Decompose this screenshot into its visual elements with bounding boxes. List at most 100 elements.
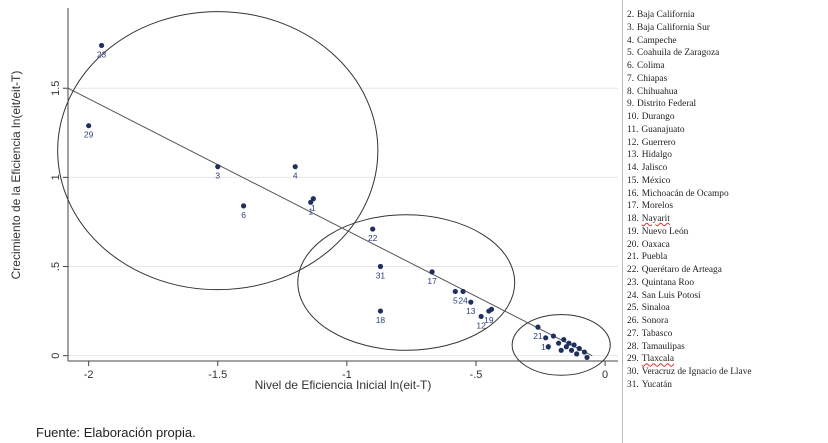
legend-item-name: Morelos — [641, 201, 673, 212]
cluster-ellipse — [57, 11, 379, 291]
legend-item-number: 21. — [627, 252, 639, 263]
legend-item-name: Sonora — [641, 316, 669, 326]
legend-item-number: 18. — [627, 214, 639, 224]
legend-item-name: Baja California Sur — [637, 22, 710, 33]
legend-item: 10. Durango — [627, 111, 828, 124]
legend-item: 13. Hidalgo — [627, 149, 828, 162]
gridlines — [68, 87, 618, 357]
legend-item-name: Querétaro de Arteaga — [641, 265, 722, 275]
data-point — [488, 306, 495, 312]
legend-item-number: 28. — [627, 341, 639, 352]
data-point — [377, 263, 384, 270]
legend-item-name: Jalisco — [641, 163, 668, 173]
x-tick-label: -1 — [342, 369, 352, 381]
legend-item: 22. Querétaro de Arteaga — [627, 264, 828, 277]
legend-item-name: Guanajuato — [641, 124, 685, 135]
legend-item: 31. Yucatán — [627, 379, 828, 392]
legend-item: 6. Colima — [627, 60, 828, 73]
source-note: Fuente: Elaboración propia. — [36, 425, 196, 440]
legend-item-number: 2. — [627, 10, 635, 20]
data-point — [576, 345, 582, 352]
data-point — [558, 347, 564, 353]
data-point — [571, 342, 577, 348]
legend-item: 7. Chiapas — [627, 73, 828, 86]
legend-item: 8. Chihuahua — [627, 86, 828, 99]
legend-item: 28. Tamaulipas — [627, 341, 828, 354]
legend-item-number: 23. — [627, 277, 639, 288]
point-label: 24 — [458, 295, 468, 305]
point-label: 6 — [241, 210, 246, 220]
scatter-chart: 0 .5 1 1.5 -2 -1.5 -1 -.5 0 23 29 3 4 6 1 1 22 31 17 18 5 24… — [9, 8, 618, 392]
point-label: 12 — [476, 320, 486, 330]
data-point — [86, 123, 92, 129]
legend-item-name: Quintana Roo — [641, 277, 695, 288]
data-point — [377, 308, 384, 314]
data-point — [308, 199, 314, 205]
legend-item-name: Distrito Federal — [637, 99, 697, 110]
legend-item: 12. Guerrero — [627, 137, 828, 150]
data-point — [566, 340, 572, 346]
data-point — [574, 351, 580, 357]
legend-list: 2. Baja California 3. Baja California Sur 4.… — [627, 9, 828, 392]
legend-item-name: Nayarit — [641, 214, 670, 224]
legend-item-number: 27. — [627, 328, 639, 339]
y-tick-label: .5 — [50, 262, 62, 271]
data-point — [568, 347, 575, 353]
y-tick-label: 1.5 — [50, 81, 62, 96]
data-point — [543, 335, 549, 341]
legend-item: 30. Veracruz de Ignacio de Llave — [627, 366, 828, 379]
fit-line-group — [67, 87, 593, 357]
legend-item: 26. Sonora — [627, 315, 828, 328]
legend-item-name: Durango — [641, 112, 675, 122]
cluster-ellipse — [511, 314, 611, 376]
x-tick-label: -1.5 — [208, 369, 227, 381]
point-label: 21 — [533, 331, 543, 341]
legend-item-number: 8. — [627, 86, 635, 97]
data-point — [292, 164, 298, 170]
legend-item-name: México — [641, 175, 671, 186]
legend-item-number: 5. — [627, 48, 635, 59]
data-point — [310, 196, 316, 202]
data-point — [581, 349, 588, 355]
point-label: 3 — [215, 171, 220, 181]
data-point — [556, 340, 562, 346]
legend-item-name: Oaxaca — [641, 239, 670, 250]
point-label: 29 — [84, 130, 94, 140]
data-point — [468, 299, 474, 305]
data-point — [452, 288, 458, 295]
legend-item: 23. Quintana Roo — [627, 277, 828, 290]
legend-item-name: San Luis Potosí — [641, 290, 701, 301]
y-tick-label: 1 — [50, 174, 62, 180]
legend-item: 27. Tabasco — [627, 328, 828, 341]
legend-item-number: 24. — [627, 290, 639, 301]
legend-item: 20. Oaxaca — [627, 239, 828, 252]
legend-panel: 2. Baja California 3. Baja California Sur 4.… — [622, 0, 828, 443]
x-axis-title: Nivel de Eficiencia Inicial ln(eit-T) — [255, 378, 432, 392]
legend-item-name: Tamaulipas — [641, 341, 685, 352]
data-point — [563, 344, 569, 350]
x-tick-label: 0 — [602, 369, 608, 381]
legend-item-name: Puebla — [641, 252, 668, 263]
point-label: 17 — [427, 276, 437, 286]
legend-item-number: 25. — [627, 303, 639, 314]
legend-item-number: 3. — [627, 22, 635, 33]
legend-item: 17. Morelos — [627, 200, 828, 213]
data-point — [535, 324, 541, 330]
point-label: 23 — [97, 49, 107, 59]
legend-item-number: 29. — [627, 354, 639, 365]
legend-item-number: 16. — [627, 188, 639, 199]
legend-item-name: Guerrero — [641, 137, 676, 148]
point-label: 13 — [466, 306, 476, 316]
legend-item: 18. Nayarit — [627, 213, 828, 226]
legend-item: 5. Coahuila de Zaragoza — [627, 47, 828, 60]
legend-item-number: 7. — [627, 73, 635, 84]
data-point — [240, 203, 247, 209]
data-point — [545, 344, 551, 350]
fit-line — [67, 87, 593, 357]
legend-item: 21. Puebla — [627, 251, 828, 264]
cluster-ellipses — [57, 11, 611, 376]
point-label: 1 — [308, 206, 313, 216]
data-point — [98, 42, 105, 49]
legend-item-number: 9. — [627, 99, 635, 110]
legend-item-name: Michoacán de Ocampo — [641, 188, 729, 199]
